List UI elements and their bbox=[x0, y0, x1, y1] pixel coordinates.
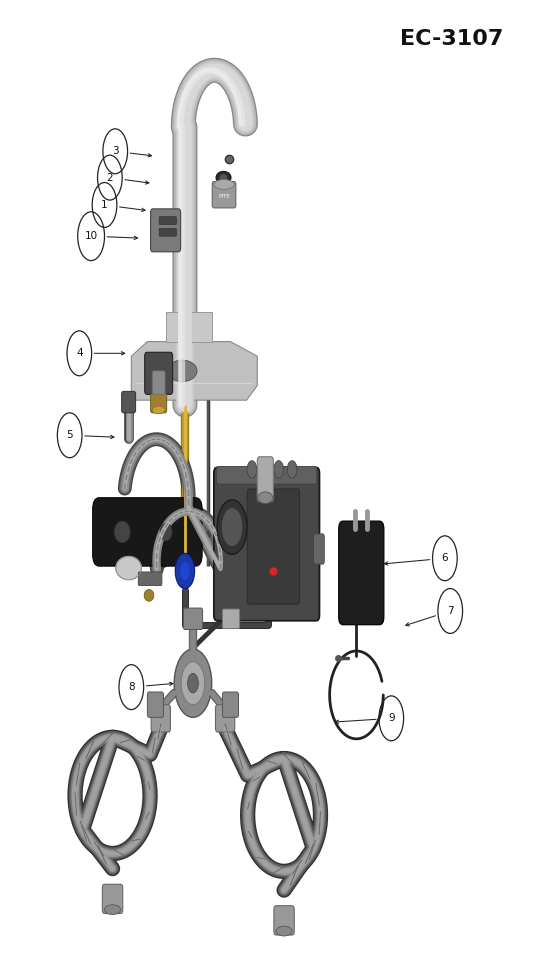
Circle shape bbox=[174, 649, 212, 717]
Circle shape bbox=[188, 673, 198, 693]
Text: 8: 8 bbox=[128, 682, 135, 692]
Text: 2: 2 bbox=[107, 173, 113, 183]
Text: PTFE: PTFE bbox=[218, 193, 230, 199]
FancyBboxPatch shape bbox=[214, 468, 319, 621]
Text: 7: 7 bbox=[447, 606, 453, 616]
FancyBboxPatch shape bbox=[151, 209, 181, 252]
FancyBboxPatch shape bbox=[93, 498, 202, 566]
Ellipse shape bbox=[216, 172, 231, 184]
Ellipse shape bbox=[167, 360, 197, 382]
FancyBboxPatch shape bbox=[151, 705, 170, 732]
Ellipse shape bbox=[276, 926, 292, 936]
FancyBboxPatch shape bbox=[145, 352, 173, 394]
FancyBboxPatch shape bbox=[122, 391, 136, 413]
FancyBboxPatch shape bbox=[247, 489, 300, 604]
FancyBboxPatch shape bbox=[102, 884, 123, 914]
FancyBboxPatch shape bbox=[222, 609, 240, 629]
FancyBboxPatch shape bbox=[183, 608, 203, 630]
FancyBboxPatch shape bbox=[159, 217, 176, 224]
Ellipse shape bbox=[105, 905, 121, 915]
Circle shape bbox=[181, 662, 205, 705]
Circle shape bbox=[217, 500, 247, 554]
Text: EC-3107: EC-3107 bbox=[400, 29, 504, 49]
Ellipse shape bbox=[214, 180, 234, 189]
Text: 9: 9 bbox=[388, 713, 394, 723]
FancyBboxPatch shape bbox=[138, 572, 162, 586]
Ellipse shape bbox=[116, 556, 142, 580]
FancyBboxPatch shape bbox=[222, 692, 239, 717]
Ellipse shape bbox=[258, 492, 273, 504]
Ellipse shape bbox=[219, 174, 228, 182]
Polygon shape bbox=[166, 312, 212, 342]
Circle shape bbox=[260, 461, 270, 478]
FancyBboxPatch shape bbox=[147, 692, 163, 717]
Ellipse shape bbox=[114, 521, 130, 543]
Ellipse shape bbox=[152, 406, 165, 414]
Ellipse shape bbox=[160, 523, 172, 541]
Circle shape bbox=[180, 561, 190, 581]
Circle shape bbox=[247, 461, 257, 478]
Text: 1: 1 bbox=[101, 200, 108, 210]
FancyBboxPatch shape bbox=[257, 457, 273, 502]
FancyBboxPatch shape bbox=[339, 521, 384, 625]
Circle shape bbox=[175, 553, 195, 589]
FancyBboxPatch shape bbox=[212, 182, 236, 208]
FancyBboxPatch shape bbox=[314, 534, 324, 564]
FancyBboxPatch shape bbox=[151, 393, 167, 413]
Circle shape bbox=[221, 508, 243, 547]
Circle shape bbox=[287, 461, 297, 478]
Text: 3: 3 bbox=[112, 146, 118, 156]
FancyBboxPatch shape bbox=[152, 371, 165, 394]
Text: 4: 4 bbox=[76, 348, 83, 358]
Ellipse shape bbox=[144, 590, 154, 601]
Text: 5: 5 bbox=[66, 430, 73, 440]
FancyBboxPatch shape bbox=[274, 906, 294, 935]
Text: 6: 6 bbox=[442, 553, 448, 563]
Circle shape bbox=[274, 461, 284, 478]
FancyBboxPatch shape bbox=[215, 705, 235, 732]
Polygon shape bbox=[131, 342, 257, 400]
Text: 10: 10 bbox=[85, 231, 98, 241]
FancyBboxPatch shape bbox=[217, 467, 317, 484]
FancyBboxPatch shape bbox=[159, 228, 176, 236]
